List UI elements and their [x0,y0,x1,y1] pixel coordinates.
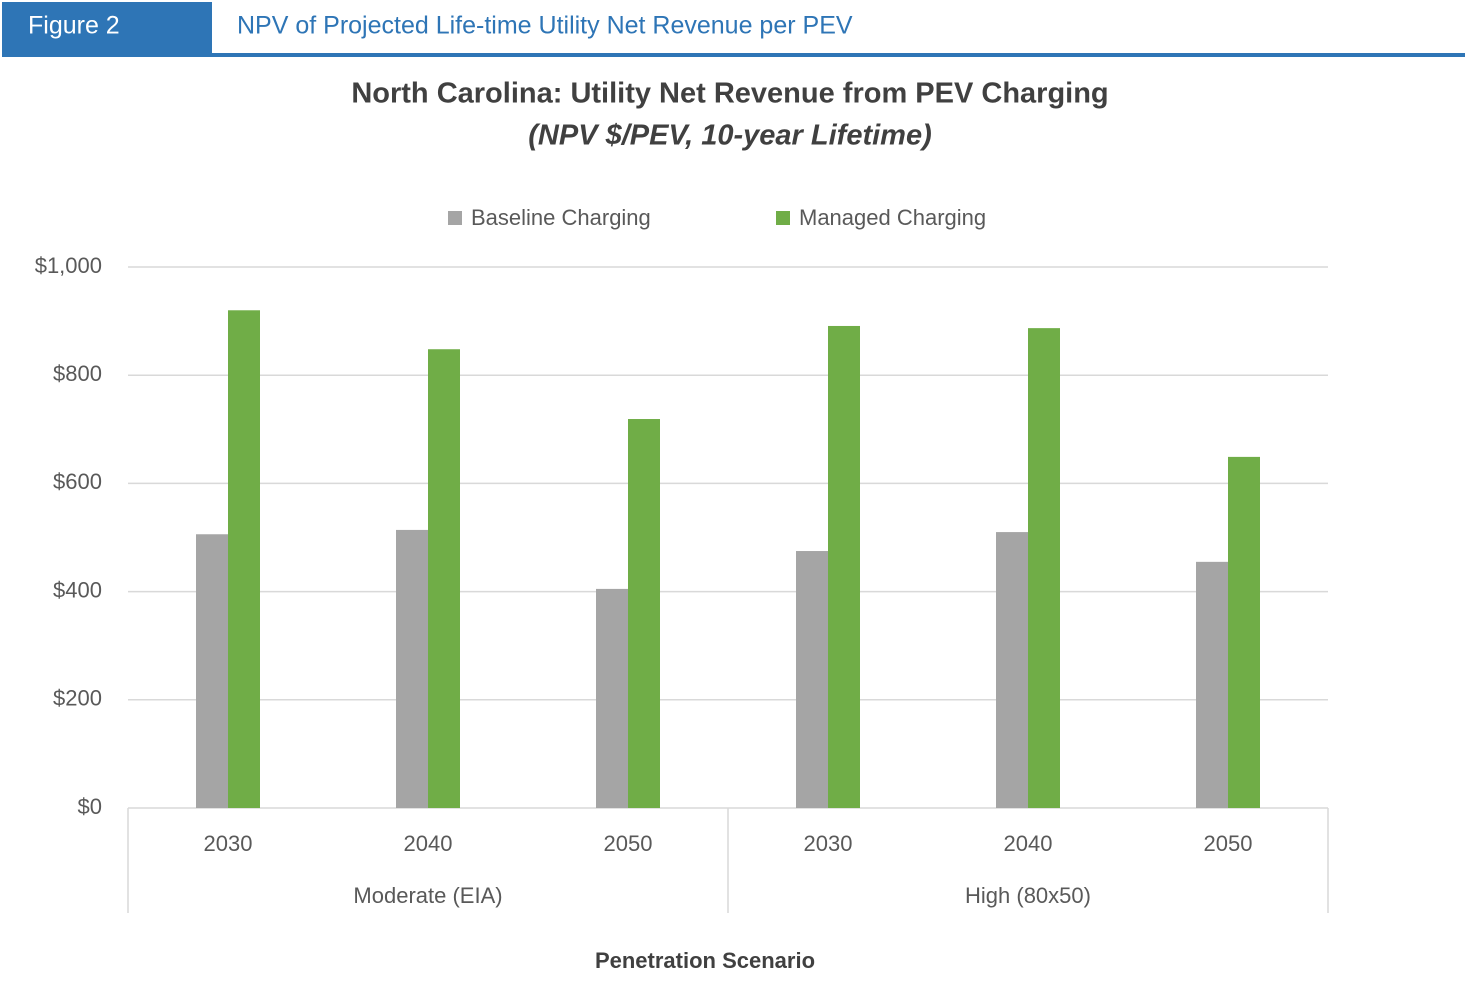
bar [1228,456,1260,808]
y-tick-label: $1,000 [35,253,102,278]
y-tick-label: $400 [53,577,102,602]
group-label: Moderate (EIA) [353,883,502,908]
bar [828,325,860,808]
bar [396,529,428,808]
x-tick-label: 2050 [1204,831,1253,856]
figure-title: NPV of Projected Life-time Utility Net R… [237,12,853,40]
bar [428,349,460,808]
bar [628,419,660,808]
x-tick-label: 2050 [604,831,653,856]
chart-subtitle: (NPV $/PEV, 10-year Lifetime) [528,120,932,152]
figure-label-box [2,2,212,57]
bar [596,588,628,808]
bar [1196,561,1228,808]
y-tick-label: $600 [53,469,102,494]
y-tick-label: $0 [78,794,102,819]
x-tick-label: 2030 [204,831,253,856]
legend-label: Baseline Charging [471,205,651,230]
x-axis-label: Penetration Scenario [595,948,815,973]
legend-swatch [776,211,790,225]
y-tick-label: $800 [53,361,102,386]
bar [228,310,260,808]
y-tick-label: $200 [53,686,102,711]
legend-label: Managed Charging [799,205,986,230]
bar [1028,328,1060,808]
bar [196,534,228,808]
figure-label: Figure 2 [28,12,120,40]
bar [796,551,828,808]
x-tick-label: 2030 [804,831,853,856]
group-label: High (80x50) [965,883,1091,908]
chart-title: North Carolina: Utility Net Revenue from… [351,78,1108,110]
bar [996,532,1028,808]
x-tick-label: 2040 [404,831,453,856]
x-tick-label: 2040 [1004,831,1053,856]
legend-swatch [448,211,462,225]
